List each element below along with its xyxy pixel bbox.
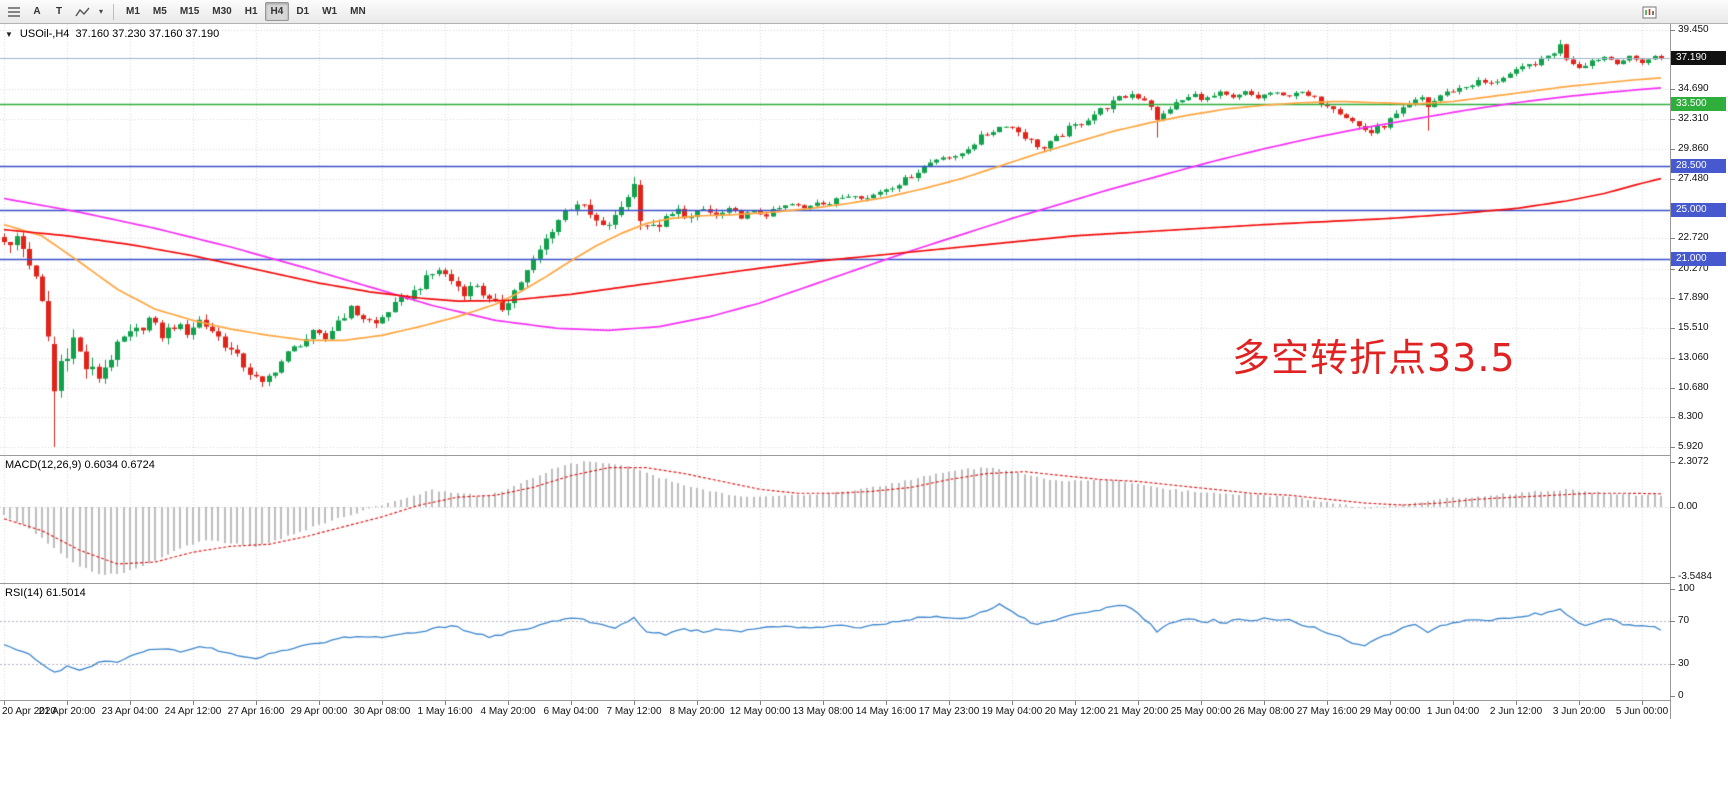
time-axis-tick	[1579, 701, 1580, 705]
time-axis-label: 26 May 08:00	[1233, 706, 1295, 717]
time-axis-tick	[886, 701, 887, 705]
chart-annotation-text[interactable]: 多空转折点33.5	[1232, 336, 1516, 380]
annotation-a-button[interactable]: A	[33, 6, 41, 17]
time-axis-label: 17 May 23:00	[918, 706, 980, 717]
time-axis-label: 30 Apr 08:00	[353, 706, 411, 717]
time-axis-tick	[760, 701, 761, 705]
time-axis-tick	[1642, 701, 1643, 705]
panel-splitter[interactable]	[0, 700, 1728, 701]
time-axis-label: 5 Jun 00:00	[1615, 706, 1669, 717]
toolbar-separator	[113, 3, 114, 20]
chart-ohlc-values: 37.160 37.230 37.160 37.190	[75, 28, 220, 40]
time-axis-tick	[1138, 701, 1139, 705]
timeframe-group: M1 M5 M15 M30 H1 H4 D1 W1 MN	[120, 2, 372, 21]
time-axis-label: 12 May 00:00	[729, 706, 791, 717]
time-axis-tick	[4, 701, 5, 705]
time-axis-label: 27 May 16:00	[1296, 706, 1358, 717]
time-axis-label: 6 May 04:00	[543, 706, 599, 717]
time-axis-tick	[1012, 701, 1013, 705]
time-axis-label: 3 Jun 20:00	[1552, 706, 1606, 717]
time-axis-label: 14 May 16:00	[855, 706, 917, 717]
time-axis-label: 20 May 12:00	[1044, 706, 1106, 717]
time-axis-label: 13 May 08:00	[792, 706, 854, 717]
rsi-canvas[interactable]	[0, 584, 1670, 700]
macd-indicator-label: MACD(12,26,9) 0.6034 0.6724	[5, 459, 155, 471]
rsi-indicator-label: RSI(14) 61.5014	[5, 587, 86, 599]
time-axis-tick	[1201, 701, 1202, 705]
time-axis-tick	[508, 701, 509, 705]
time-axis-tick	[382, 701, 383, 705]
time-axis-tick	[1390, 701, 1391, 705]
timeframe-button-h1[interactable]: H1	[244, 6, 258, 17]
time-axis-tick	[949, 701, 950, 705]
timeframe-button-w1[interactable]: W1	[322, 6, 338, 17]
time-axis-label: 2 Jun 12:00	[1489, 706, 1543, 717]
timeframe-button-m30[interactable]: M30	[212, 6, 232, 17]
window-icon[interactable]	[1638, 3, 1660, 22]
time-axis-label: 21 May 20:00	[1107, 706, 1169, 717]
time-axis-tick	[1453, 701, 1454, 705]
time-axis-label: 7 May 12:00	[606, 706, 662, 717]
price-scale[interactable]	[1671, 24, 1728, 701]
timeframe-button-m1[interactable]: M1	[126, 6, 140, 17]
time-axis-label: 21 Apr 20:00	[38, 706, 96, 717]
time-axis-tick	[256, 701, 257, 705]
time-axis-tick	[571, 701, 572, 705]
time-axis-tick	[634, 701, 635, 705]
time-axis-tick	[1264, 701, 1265, 705]
time-axis-tick	[67, 701, 68, 705]
macd-canvas[interactable]	[0, 456, 1670, 583]
toolbar: A T ▾ M1 M5 M15 M30 H1 H4 D1 W1 MN	[0, 0, 1728, 24]
time-axis[interactable]: 20 Apr 2020 21 Apr 20:00 23 Apr 04:00 24 Ap…	[0, 701, 1670, 719]
text-tool-button[interactable]: T	[55, 6, 63, 17]
time-axis-label: 19 May 04:00	[981, 706, 1043, 717]
timeframe-button-d1[interactable]: D1	[296, 6, 310, 17]
price-scale-border	[1670, 24, 1671, 719]
time-axis-label: 8 May 20:00	[669, 706, 725, 717]
panel-splitter[interactable]	[0, 455, 1728, 456]
panel-splitter[interactable]	[0, 583, 1728, 584]
timeframe-button-m5[interactable]: M5	[152, 6, 167, 17]
dropdown-caret-icon[interactable]: ▾	[98, 7, 103, 16]
timeframe-button-h4[interactable]: H4	[264, 2, 290, 21]
time-axis-label: 20 Apr 2020	[2, 706, 56, 717]
time-axis-tick	[445, 701, 446, 705]
time-axis-tick	[1516, 701, 1517, 705]
main-chart-canvas[interactable]	[0, 24, 1670, 455]
timeframe-button-m15[interactable]: M15	[179, 6, 200, 17]
time-axis-tick	[130, 701, 131, 705]
time-axis-label: 1 Jun 04:00	[1426, 706, 1480, 717]
time-axis-label: 24 Apr 12:00	[164, 706, 222, 717]
timeframe-button-mn[interactable]: MN	[350, 6, 366, 17]
zigzag-tool-icon[interactable]	[71, 2, 93, 21]
time-axis-tick	[193, 701, 194, 705]
time-axis-tick	[319, 701, 320, 705]
collapse-arrow-icon[interactable]: ▼	[5, 29, 13, 39]
time-axis-tick	[1075, 701, 1076, 705]
time-axis-tick	[697, 701, 698, 705]
chart-title: ▼ USOil-,H4 37.160 37.230 37.160 37.190	[5, 28, 219, 40]
time-axis-tick	[823, 701, 824, 705]
time-axis-label: 25 May 00:00	[1170, 706, 1232, 717]
chart-symbol-period: USOil-,H4	[19, 28, 70, 40]
time-axis-tick	[1327, 701, 1328, 705]
time-axis-label: 23 Apr 04:00	[101, 706, 159, 717]
time-axis-label: 4 May 20:00	[480, 706, 536, 717]
time-axis-label: 27 Apr 16:00	[227, 706, 285, 717]
chart-list-icon[interactable]	[3, 2, 25, 21]
time-axis-label: 29 Apr 00:00	[290, 706, 348, 717]
time-axis-label: 1 May 16:00	[417, 706, 473, 717]
time-axis-label: 29 May 00:00	[1359, 706, 1421, 717]
